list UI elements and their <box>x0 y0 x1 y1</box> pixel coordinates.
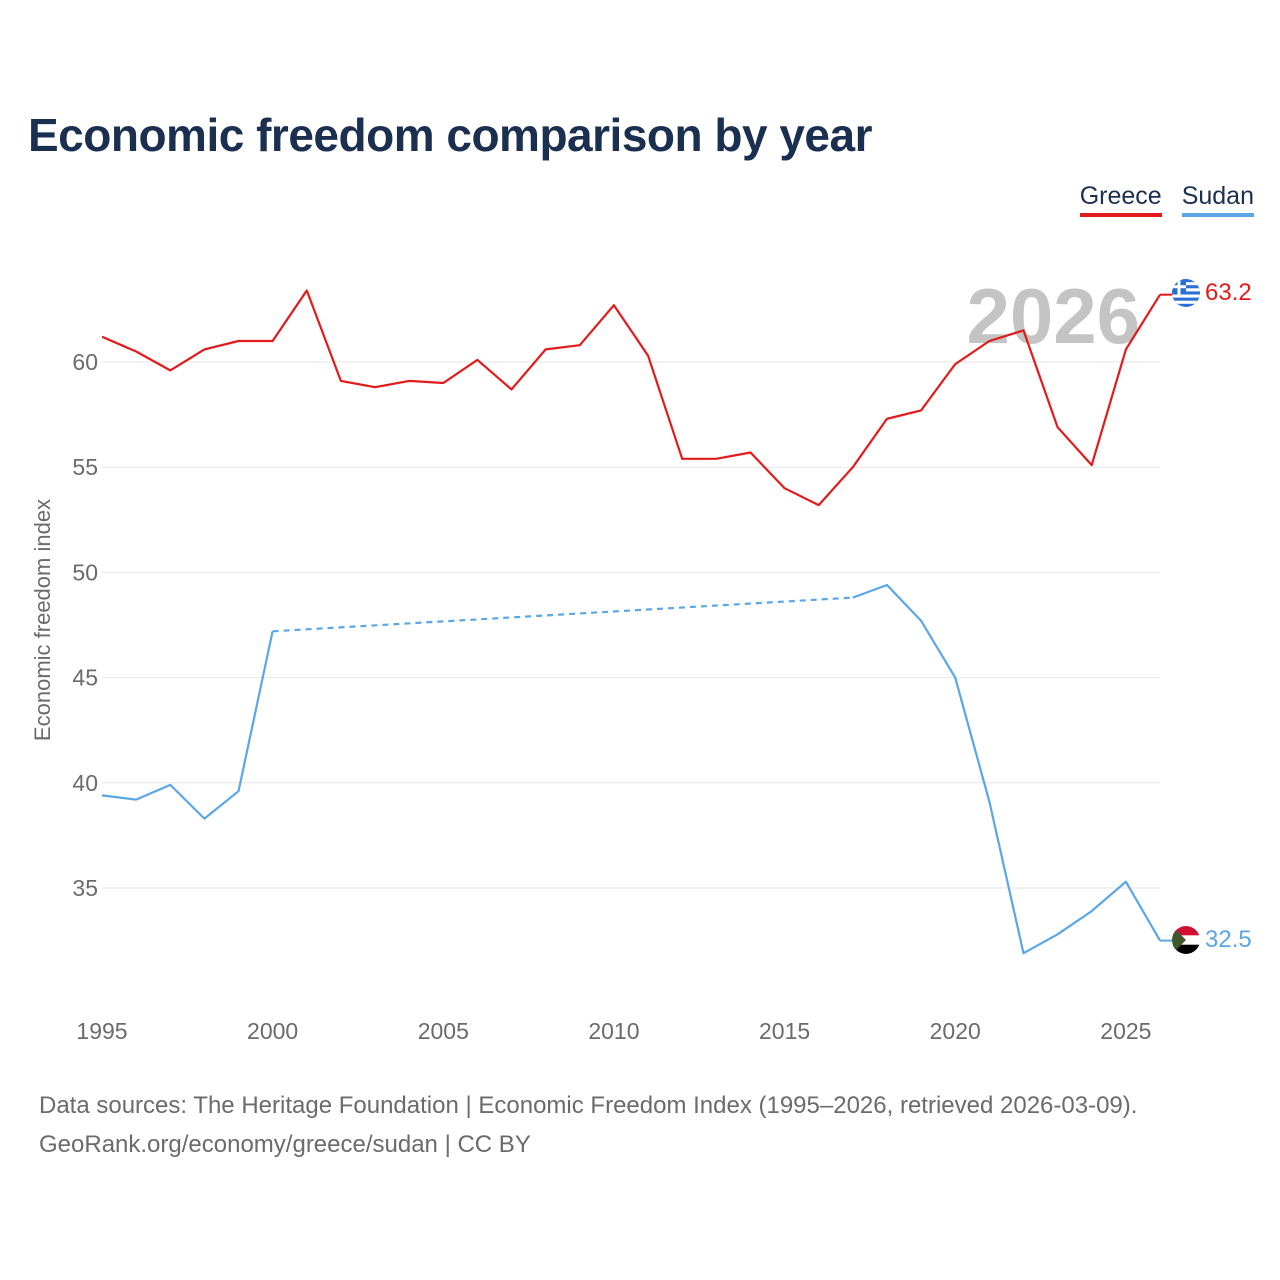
greece-end-label: 63.2 <box>1205 279 1252 306</box>
x-tick-label: 2005 <box>418 1018 469 1044</box>
footer: Data sources: The Heritage Foundation | … <box>39 1086 1137 1164</box>
y-tick-label: 45 <box>72 665 98 691</box>
sudan-series-line <box>852 583 1161 955</box>
source-note: Data sources: The Heritage Foundation | … <box>39 1092 1138 1119</box>
legend-item-greece[interactable]: Greece <box>1079 182 1162 217</box>
x-tick-label: 2015 <box>759 1018 810 1044</box>
sudan-end-label: 32.5 <box>1205 926 1252 953</box>
x-tick-label: 2000 <box>247 1018 298 1044</box>
x-tick-label: 1995 <box>76 1018 127 1044</box>
credit-note: GeoRank.org/economy/greece/sudan | CC BY <box>39 1131 531 1158</box>
sudan-flag-icon <box>1172 926 1200 954</box>
y-axis-label: Economic freedom index <box>30 499 55 741</box>
sudan-series-line-interpolated <box>272 596 853 633</box>
y-tick-label: 60 <box>72 349 98 375</box>
y-tick-label: 55 <box>72 454 98 480</box>
legend-item-sudan[interactable]: Sudan <box>1181 182 1254 217</box>
chart-title: Economic freedom comparison by year <box>28 109 873 161</box>
x-tick-label: 2010 <box>588 1018 639 1044</box>
x-tick-label: 2020 <box>930 1018 981 1044</box>
x-tick-label: 2025 <box>1100 1018 1151 1044</box>
y-tick-label: 40 <box>72 770 98 796</box>
y-tick-label: 50 <box>72 559 98 585</box>
sudan-series-line <box>101 631 274 820</box>
year-watermark: 2026 <box>966 272 1140 360</box>
y-tick-label: 35 <box>72 875 98 901</box>
greece-flag-icon <box>1172 279 1200 307</box>
greece-series-line <box>101 289 1161 507</box>
legend: Greece Sudan <box>1079 182 1254 217</box>
